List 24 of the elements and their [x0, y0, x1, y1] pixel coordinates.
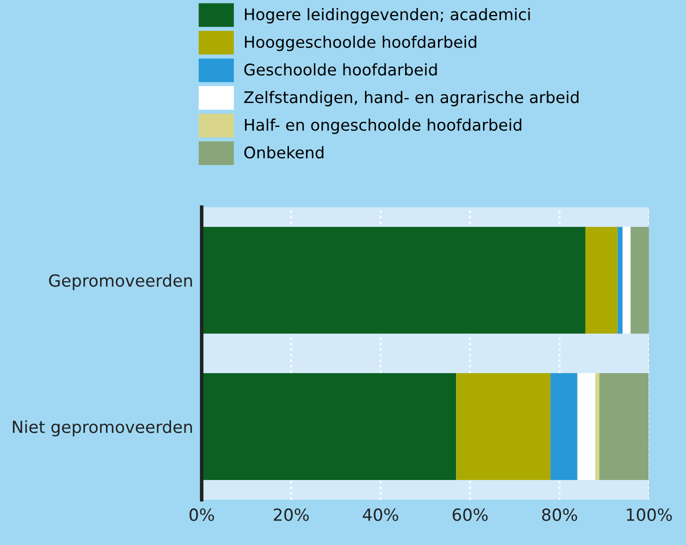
bar [622, 226, 631, 334]
bar [599, 373, 649, 480]
bar [550, 373, 578, 480]
x-tick-label: 20% [274, 508, 309, 521]
legend-label: Half- en ongeschoolde hoofdarbeid [244, 118, 522, 134]
bar [618, 226, 623, 334]
bar [456, 373, 551, 480]
legend-label: Hooggeschoolde hoofdarbeid [244, 36, 476, 52]
y-tick-label: Gepromoveerden [49, 274, 192, 290]
bar [595, 373, 600, 480]
x-tick-label: 80% [542, 508, 578, 521]
x-tick-label: 40% [362, 508, 398, 521]
bar [577, 373, 596, 480]
y-tick-label: Niet gepromoveerden [12, 420, 192, 436]
bar [585, 226, 618, 334]
x-tick-label: 60% [452, 508, 488, 521]
x-tick-label: 100% [626, 508, 672, 521]
bar [630, 226, 649, 334]
legend-label: Onbekend [244, 146, 324, 159]
bar [202, 373, 456, 480]
legend-label: Geschoolde hoofdarbeid [244, 63, 437, 76]
legend-label: Zelfstandigen, hand- en agrarische arbeid [244, 90, 578, 106]
x-tick-label: 0% [190, 508, 214, 521]
legend-label: Hogere leidinggevenden; academici [244, 8, 530, 24]
